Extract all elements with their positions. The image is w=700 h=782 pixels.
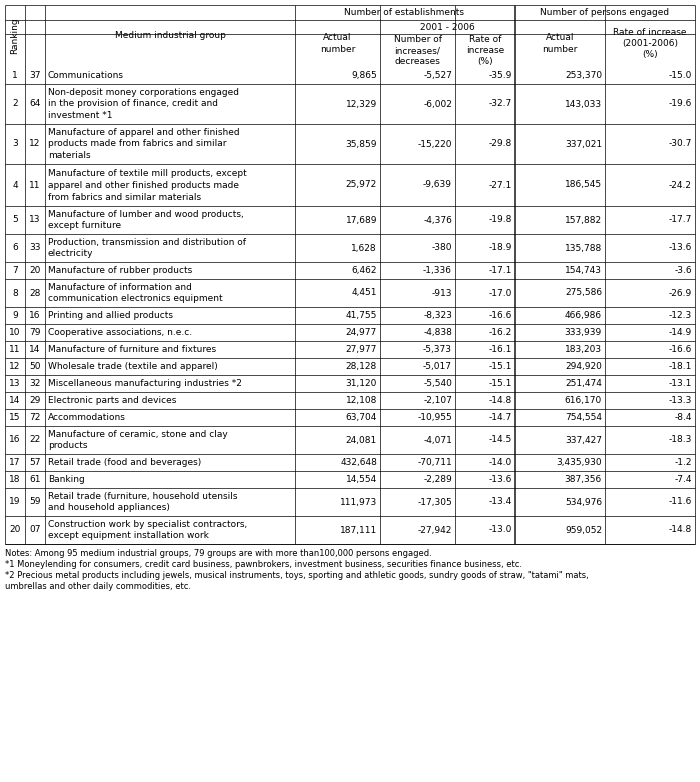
Text: 251,474: 251,474 — [565, 379, 602, 388]
Text: 20: 20 — [29, 266, 41, 275]
Text: Number of
increases/
decreases: Number of increases/ decreases — [393, 35, 442, 66]
Text: -380: -380 — [431, 243, 452, 253]
Text: -13.1: -13.1 — [668, 379, 692, 388]
Text: 4,451: 4,451 — [351, 289, 377, 297]
Text: 294,920: 294,920 — [565, 362, 602, 371]
Text: 14: 14 — [9, 396, 21, 405]
Text: 12: 12 — [9, 362, 21, 371]
Text: 337,021: 337,021 — [565, 139, 602, 149]
Text: 432,648: 432,648 — [340, 458, 377, 467]
Text: -14.8: -14.8 — [668, 526, 692, 535]
Text: 8: 8 — [12, 289, 18, 297]
Text: Accommodations: Accommodations — [48, 413, 126, 422]
Text: Rate of
increase
(%): Rate of increase (%) — [466, 35, 504, 66]
Text: -17.7: -17.7 — [668, 216, 692, 224]
Text: -26.9: -26.9 — [668, 289, 692, 297]
Text: -29.8: -29.8 — [489, 139, 512, 149]
Text: 13: 13 — [9, 379, 21, 388]
Text: 2001 - 2006: 2001 - 2006 — [419, 23, 475, 31]
Text: Production, transmission and distribution of: Production, transmission and distributio… — [48, 238, 246, 247]
Text: -19.6: -19.6 — [668, 99, 692, 109]
Text: 7: 7 — [12, 266, 18, 275]
Text: -8,323: -8,323 — [423, 311, 452, 320]
Text: -27.1: -27.1 — [489, 181, 512, 189]
Text: 61: 61 — [29, 475, 41, 484]
Text: 154,743: 154,743 — [565, 266, 602, 275]
Text: -913: -913 — [431, 289, 452, 297]
Text: 64: 64 — [29, 99, 41, 109]
Text: 6,462: 6,462 — [351, 266, 377, 275]
Text: 25,972: 25,972 — [346, 181, 377, 189]
Text: 12,108: 12,108 — [346, 396, 377, 405]
Text: -4,376: -4,376 — [423, 216, 452, 224]
Text: -14.7: -14.7 — [489, 413, 512, 422]
Text: 275,586: 275,586 — [565, 289, 602, 297]
Text: Number of persons engaged: Number of persons engaged — [540, 8, 670, 17]
Text: 14: 14 — [29, 345, 41, 354]
Text: 5: 5 — [12, 216, 18, 224]
Text: products made from fabrics and similar: products made from fabrics and similar — [48, 139, 227, 149]
Text: 333,939: 333,939 — [565, 328, 602, 337]
Text: Electronic parts and devices: Electronic parts and devices — [48, 396, 176, 405]
Text: Ranking: Ranking — [10, 18, 20, 54]
Text: -15.0: -15.0 — [668, 71, 692, 80]
Text: 59: 59 — [29, 497, 41, 507]
Text: 187,111: 187,111 — [340, 526, 377, 535]
Text: Notes: Among 95 medium industrial groups, 79 groups are with more than100,000 pe: Notes: Among 95 medium industrial groups… — [5, 549, 432, 558]
Text: -5,540: -5,540 — [423, 379, 452, 388]
Text: 11: 11 — [9, 345, 21, 354]
Text: -16.6: -16.6 — [489, 311, 512, 320]
Text: -4,071: -4,071 — [423, 436, 452, 444]
Text: products: products — [48, 441, 88, 450]
Text: from fabrics and similar materials: from fabrics and similar materials — [48, 192, 201, 202]
Text: -32.7: -32.7 — [489, 99, 512, 109]
Text: 07: 07 — [29, 526, 41, 535]
Text: Rate of increase
(2001-2006)
(%): Rate of increase (2001-2006) (%) — [613, 28, 687, 59]
Text: 616,170: 616,170 — [565, 396, 602, 405]
Text: 37: 37 — [29, 71, 41, 80]
Text: Manufacture of information and: Manufacture of information and — [48, 283, 192, 292]
Text: -18.1: -18.1 — [668, 362, 692, 371]
Text: Wholesale trade (textile and apparel): Wholesale trade (textile and apparel) — [48, 362, 218, 371]
Text: Construction work by specialist contractors,: Construction work by specialist contract… — [48, 520, 247, 529]
Text: 534,976: 534,976 — [565, 497, 602, 507]
Text: -17.1: -17.1 — [489, 266, 512, 275]
Text: Retail trade (furniture, household utensils: Retail trade (furniture, household utens… — [48, 492, 237, 501]
Text: Number of establishments: Number of establishments — [344, 8, 465, 17]
Text: 143,033: 143,033 — [565, 99, 602, 109]
Text: 57: 57 — [29, 458, 41, 467]
Text: 17,689: 17,689 — [346, 216, 377, 224]
Text: apparel and other finished products made: apparel and other finished products made — [48, 181, 239, 189]
Text: -14.5: -14.5 — [489, 436, 512, 444]
Text: 11: 11 — [29, 181, 41, 189]
Text: Manufacture of furniture and fixtures: Manufacture of furniture and fixtures — [48, 345, 216, 354]
Text: -2,289: -2,289 — [424, 475, 452, 484]
Text: -8.4: -8.4 — [675, 413, 692, 422]
Text: 10: 10 — [9, 328, 21, 337]
Text: 41,755: 41,755 — [346, 311, 377, 320]
Text: -12.3: -12.3 — [668, 311, 692, 320]
Text: -11.6: -11.6 — [668, 497, 692, 507]
Text: -24.2: -24.2 — [669, 181, 692, 189]
Text: 186,545: 186,545 — [565, 181, 602, 189]
Text: 6: 6 — [12, 243, 18, 253]
Text: 12: 12 — [29, 139, 41, 149]
Text: Banking: Banking — [48, 475, 85, 484]
Text: -6,002: -6,002 — [423, 99, 452, 109]
Text: 1,628: 1,628 — [351, 243, 377, 253]
Text: -70,711: -70,711 — [417, 458, 452, 467]
Text: -4,838: -4,838 — [423, 328, 452, 337]
Text: 79: 79 — [29, 328, 41, 337]
Text: 387,356: 387,356 — [565, 475, 602, 484]
Text: 111,973: 111,973 — [340, 497, 377, 507]
Text: -1.2: -1.2 — [675, 458, 692, 467]
Text: Manufacture of textile mill products, except: Manufacture of textile mill products, ex… — [48, 168, 246, 178]
Text: 27,977: 27,977 — [346, 345, 377, 354]
Text: -15.1: -15.1 — [489, 379, 512, 388]
Text: 9: 9 — [12, 311, 18, 320]
Text: Non-deposit money corporations engaged: Non-deposit money corporations engaged — [48, 88, 239, 97]
Text: -13.4: -13.4 — [489, 497, 512, 507]
Text: 22: 22 — [29, 436, 41, 444]
Text: 28,128: 28,128 — [346, 362, 377, 371]
Text: -15.1: -15.1 — [489, 362, 512, 371]
